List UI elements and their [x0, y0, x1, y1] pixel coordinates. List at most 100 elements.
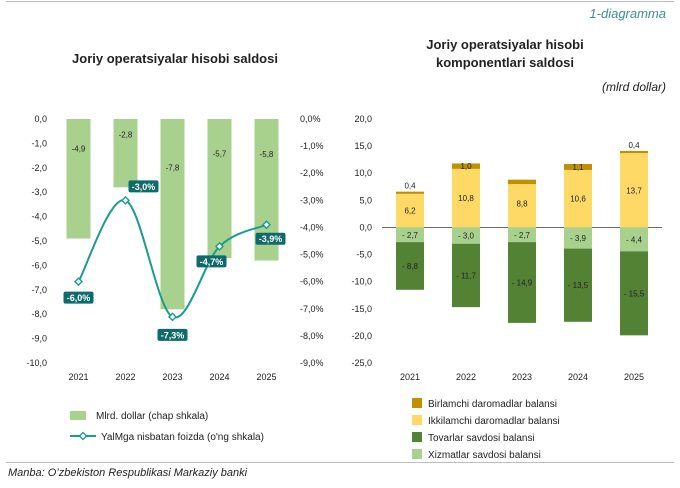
cab-bar [66, 119, 91, 239]
left-y-tick-label: -3,0 [31, 187, 47, 197]
primary-income-bar [452, 163, 480, 169]
secondary-income-label: 8,8 [516, 200, 528, 209]
legend-swatch-primary-income [412, 398, 422, 408]
services-trade-bar [508, 227, 536, 243]
primary-income-bar [396, 191, 424, 194]
left-y-tick-label: -4,0 [31, 212, 47, 222]
gdp-ratio-label: -6,0% [67, 293, 91, 303]
gdp-ratio-label: -4,7% [200, 257, 224, 267]
stack-y-tick-label: 20,0 [354, 114, 372, 124]
cab-bar [160, 119, 185, 310]
legend-swatch-goods-trade [412, 432, 422, 442]
primary-income-label: 0,4 [628, 141, 640, 150]
left-y-tick-label: -9,0 [31, 334, 47, 344]
secondary-income-bar [396, 193, 424, 228]
left-y-tick-label: -8,0 [31, 309, 47, 319]
goods-trade-bar [620, 251, 648, 336]
right-y-tick-label: -1,0% [300, 141, 324, 151]
legend-swatch-marker [78, 431, 88, 441]
legend-swatch-bar [70, 411, 86, 420]
source-note: Manba: O’zbekiston Respublikasi Markaziy… [8, 467, 248, 479]
services-trade-label: - 3,9 [570, 234, 587, 243]
cab-bar-label: -4,9 [72, 144, 86, 153]
secondary-income-label: 13,7 [626, 186, 642, 195]
cab-bar [207, 119, 232, 259]
gdp-ratio-marker [168, 312, 177, 322]
right-y-tick-label: -7,0% [300, 304, 324, 314]
services-trade-label: - 2,7 [514, 231, 531, 240]
stack-y-tick-label: -20,0 [351, 331, 372, 341]
goods-trade-label: - 14,9 [512, 278, 533, 287]
legend-swatch-secondary-income [412, 415, 422, 425]
secondary-income-bar [564, 169, 592, 228]
legend-label-line: YalMga nisbatan foizda (o'ng shkala) [101, 432, 264, 443]
left-y-tick-label: -10,0 [26, 358, 47, 368]
gdp-ratio-marker [262, 220, 271, 230]
gdp-ratio-label: -3,9% [259, 234, 283, 244]
gdp-ratio-marker [74, 277, 83, 287]
bottom-divider [6, 462, 674, 463]
cab-bar-label: -7,8 [166, 163, 180, 172]
secondary-income-bar [452, 168, 480, 228]
right-y-tick-label: -3,0% [300, 195, 324, 205]
right-y-tick-label: -6,0% [300, 277, 324, 287]
stack-y-tick-label: -25,0 [351, 358, 372, 368]
right-y-tick-label: -4,0% [300, 222, 324, 232]
gdp-ratio-label: -3,0% [132, 182, 156, 192]
gdp-ratio-callout [196, 255, 227, 268]
services-trade-label: - 4,4 [626, 235, 643, 244]
primary-income-label: 1,0 [460, 162, 472, 171]
legend-label-secondary-income: Ikkilamchi daromadlar balansi [428, 416, 560, 427]
stack-x-tick-label: 2023 [512, 372, 532, 382]
stack-y-tick-label: -15,0 [351, 304, 372, 314]
stack-x-tick-label: 2021 [400, 372, 420, 382]
figure-label: 1-diagramma [589, 6, 666, 21]
primary-income-bar [508, 179, 536, 185]
gdp-ratio-marker [215, 241, 224, 251]
left-y-tick-label: -6,0 [31, 260, 47, 270]
services-trade-bar [564, 227, 592, 249]
cab-bar [113, 119, 138, 188]
stack-x-tick-label: 2022 [456, 372, 476, 382]
cab-bar-label: -5,7 [213, 150, 227, 159]
primary-income-label: 1,1 [572, 163, 584, 172]
stack-y-tick-label: -5,0 [356, 250, 372, 260]
goods-trade-label: - 11,7 [456, 271, 476, 280]
right-y-tick-label: -5,0% [300, 250, 324, 260]
stack-y-tick-label: -10,0 [351, 277, 372, 287]
primary-income-bar [620, 150, 648, 154]
left-y-tick-label: -2,0 [31, 163, 47, 173]
legend-label-primary-income: Birlamchi daromadlar balansi [428, 399, 557, 410]
left-y-tick-label: -7,0 [31, 285, 47, 295]
services-trade-bar [396, 227, 424, 243]
left-x-tick-label: 2023 [162, 372, 182, 382]
stack-y-tick-label: 0,0 [359, 222, 372, 232]
goods-trade-bar [508, 242, 536, 323]
right-y-tick-label: -2,0% [300, 168, 324, 178]
left-x-tick-label: 2024 [209, 372, 229, 382]
secondary-income-label: 6,2 [404, 207, 416, 216]
secondary-income-label: 10,8 [458, 194, 474, 203]
cab-bar-label: -5,8 [260, 150, 274, 159]
secondary-income-bar [508, 179, 536, 228]
goods-trade-bar [396, 242, 424, 290]
services-trade-bar [452, 227, 480, 244]
goods-trade-label: - 8,8 [402, 262, 419, 271]
stack-y-tick-label: 10,0 [354, 168, 372, 178]
secondary-income-bar [620, 153, 648, 228]
stack-x-tick-label: 2024 [568, 372, 588, 382]
right-chart-title: Joriy operatsiyalar hisobi komponentlari… [426, 37, 584, 70]
stack-y-tick-label: 5,0 [359, 195, 372, 205]
gdp-ratio-label: -7,3% [161, 330, 185, 340]
stack-y-tick-label: 15,0 [354, 141, 372, 151]
top-divider [6, 1, 674, 2]
primary-income-bar [564, 164, 592, 170]
goods-trade-label: - 15,5 [624, 289, 645, 298]
gdp-ratio-callout [128, 180, 159, 193]
secondary-income-label: 10,6 [570, 195, 586, 204]
right-y-tick-label: 0,0% [300, 114, 321, 124]
stack-x-tick-label: 2025 [624, 372, 644, 382]
right-y-tick-label: -9,0% [300, 358, 324, 368]
right-y-tick-label: -8,0% [300, 331, 324, 341]
